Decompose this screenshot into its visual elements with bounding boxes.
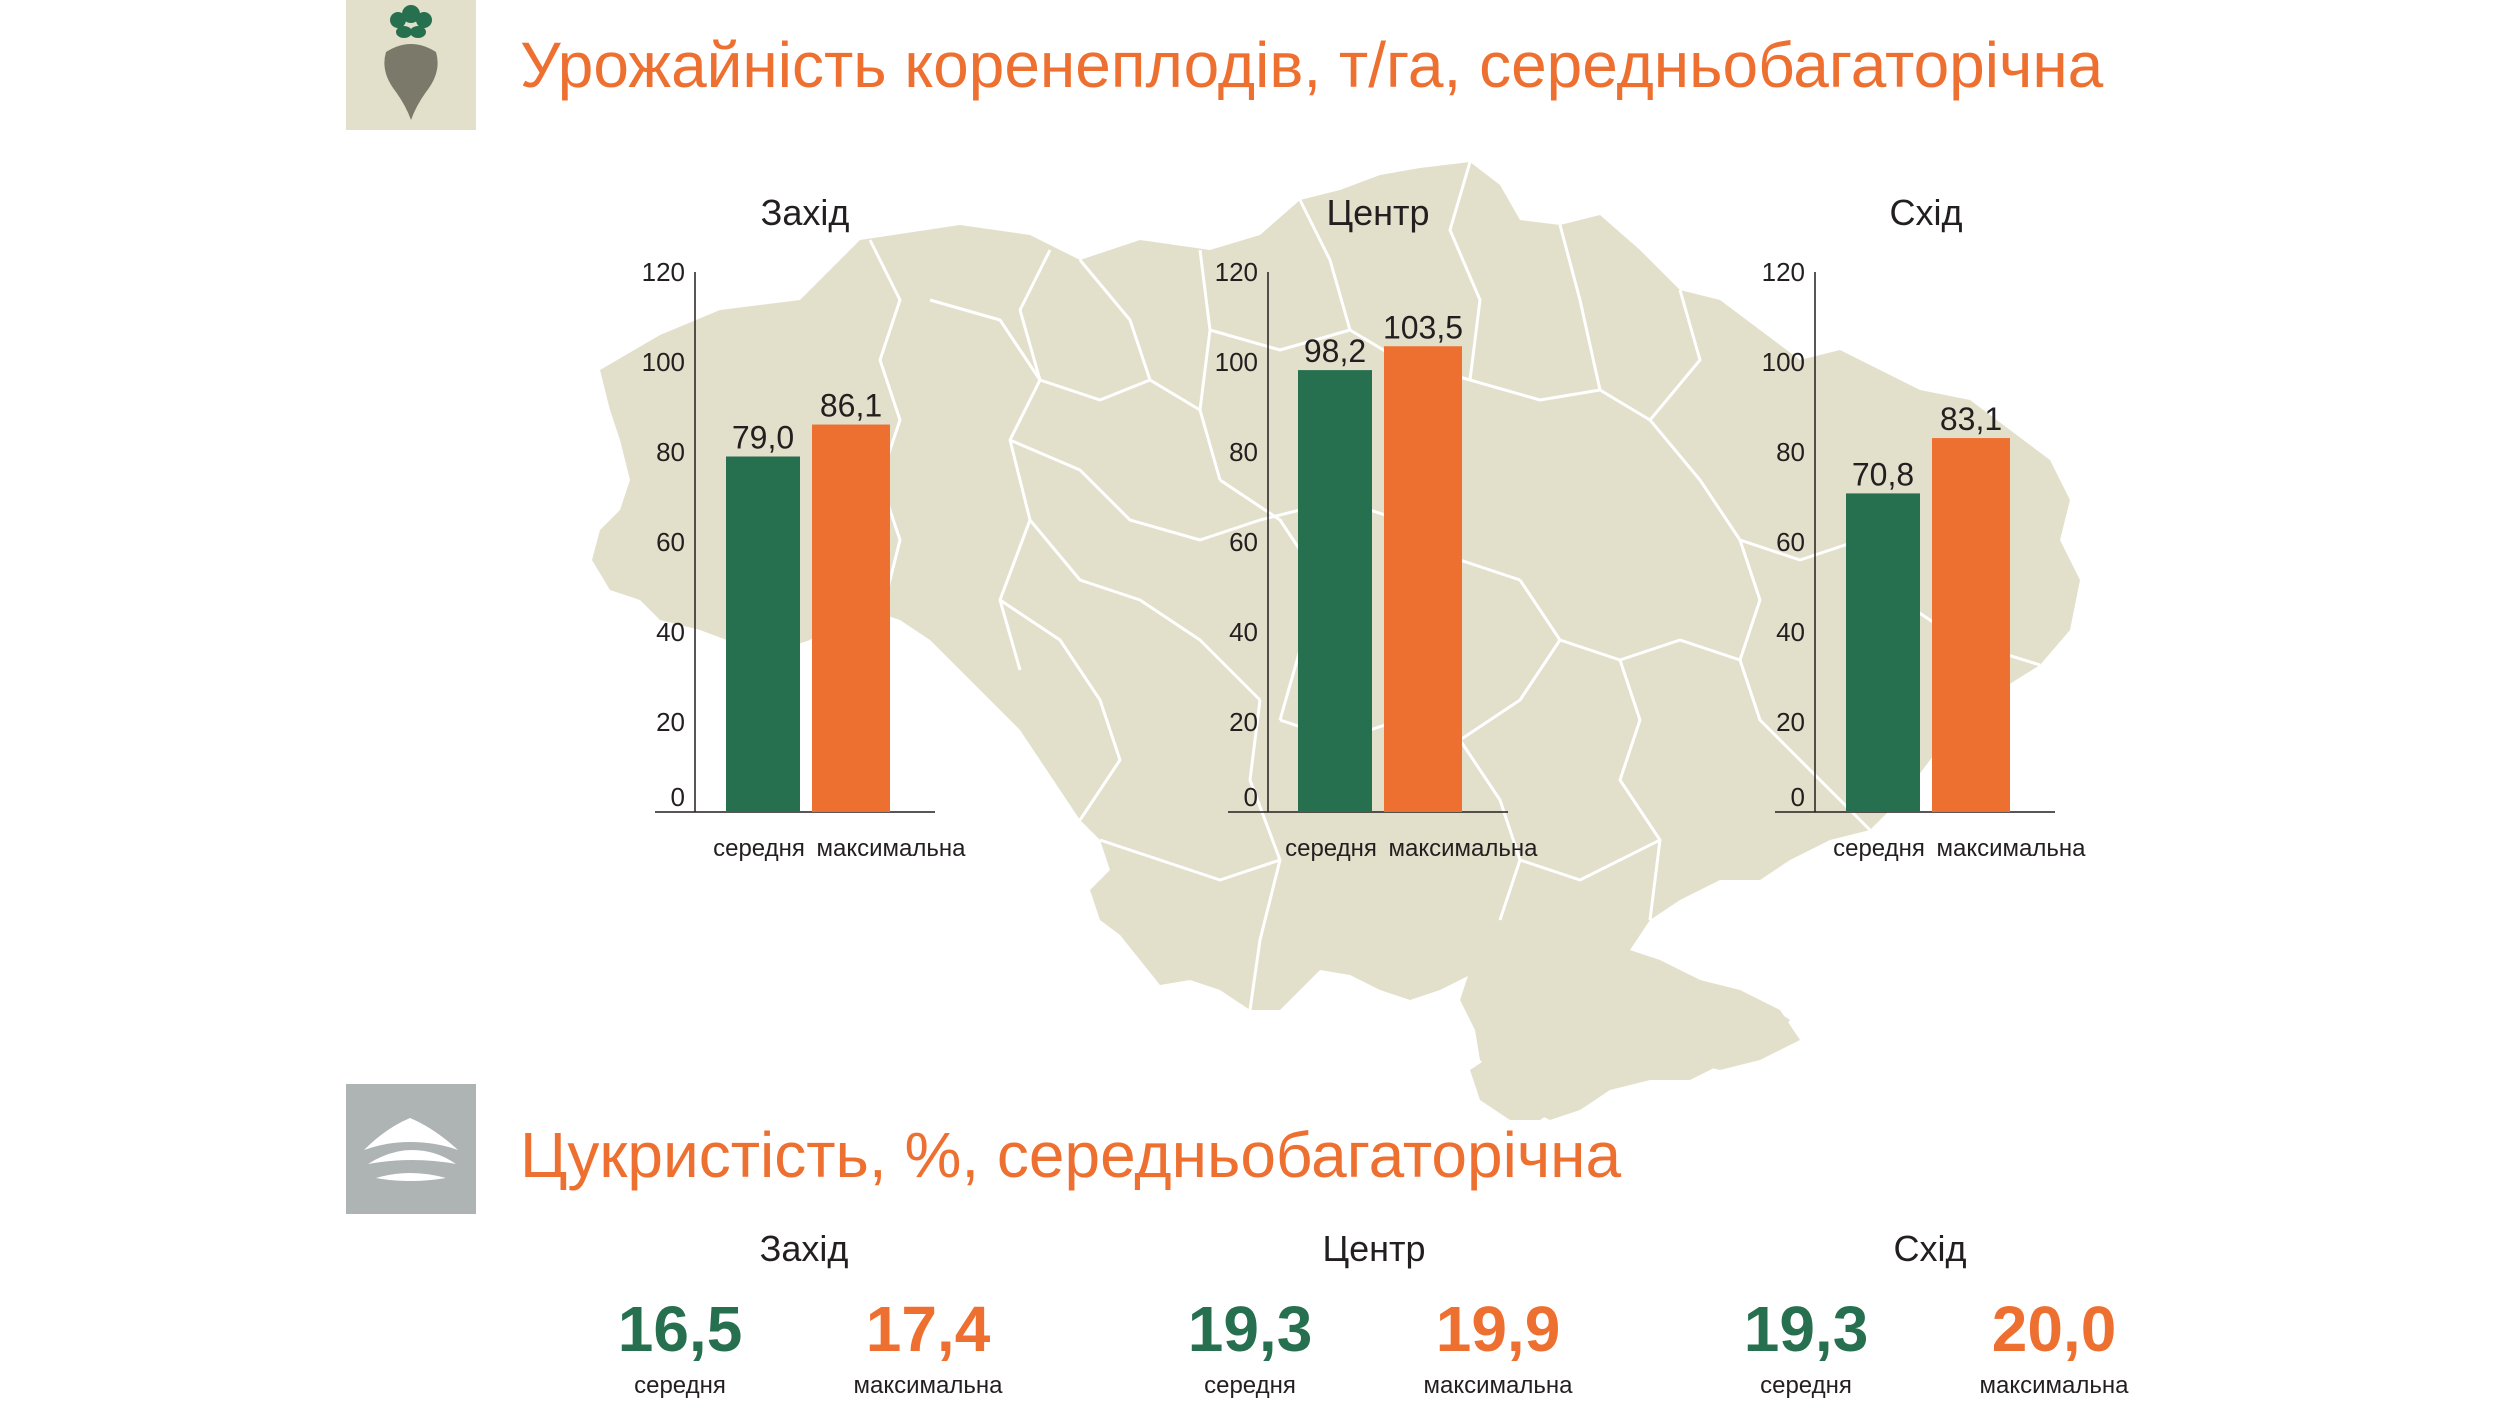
sugar-region-east-title: Схід: [1893, 1228, 1967, 1269]
bar-value-label: 103,5: [1383, 309, 1463, 345]
y-tick-label: 0: [1791, 782, 1805, 812]
bar-center-average: [1298, 370, 1372, 812]
sugar-west-avg-value: 16,5: [617, 1293, 743, 1365]
y-tick-label: 20: [656, 707, 685, 737]
y-tick-label: 40: [1229, 617, 1258, 647]
y-tick-label: 40: [656, 617, 685, 647]
sugar-section-title: Цукристість, %, середньобагаторічна: [520, 1119, 1622, 1191]
y-tick-label: 40: [1776, 617, 1805, 647]
y-tick-label: 100: [1762, 347, 1805, 377]
y-tick-label: 120: [642, 257, 685, 287]
bar-value-label: 83,1: [1940, 401, 2002, 437]
sugar-east-avg-label: середня: [1760, 1372, 1852, 1399]
y-tick-label: 80: [1229, 437, 1258, 467]
bar-west-average: [726, 456, 800, 812]
beet-icon: [384, 5, 438, 120]
bar-center-maximum: [1384, 346, 1462, 812]
sugar-west-max-label: максимальна: [853, 1372, 1003, 1399]
y-tick-label: 20: [1229, 707, 1258, 737]
sugar-east-max-label: максимальна: [1979, 1372, 2129, 1399]
sugar-west-max-value: 17,4: [865, 1293, 991, 1365]
chart-title-east: Схід: [1889, 192, 1962, 233]
chart-title-west: Захід: [761, 192, 850, 233]
sugar-region-west-title: Захід: [759, 1228, 849, 1269]
category-label: середня: [1285, 835, 1377, 862]
bar-east-maximum: [1932, 438, 2010, 812]
bar-value-label: 70,8: [1852, 456, 1914, 492]
sugar-east-avg-value: 19,3: [1743, 1293, 1869, 1365]
bar-value-label: 79,0: [732, 420, 794, 456]
y-tick-label: 120: [1762, 257, 1805, 287]
sugar-center-max-label: максимальна: [1423, 1372, 1573, 1399]
y-tick-label: 0: [671, 782, 685, 812]
y-tick-label: 60: [1776, 527, 1805, 557]
sugar-center-avg-label: середня: [1204, 1372, 1296, 1399]
category-label: максимальна: [1389, 835, 1539, 862]
sugar-center-avg-value: 19,3: [1187, 1293, 1313, 1365]
y-tick-label: 80: [1776, 437, 1805, 467]
y-tick-label: 60: [656, 527, 685, 557]
bar-west-maximum: [812, 424, 890, 812]
bar-value-label: 86,1: [820, 388, 882, 424]
bar-east-average: [1846, 493, 1920, 812]
category-label: середня: [1833, 835, 1925, 862]
y-tick-label: 120: [1215, 257, 1258, 287]
yield-section-title: Урожайність коренеплодів, т/га, середньо…: [520, 29, 2104, 101]
sugar-pile-icon: [364, 1118, 458, 1181]
category-label: максимальна: [1937, 835, 2087, 862]
y-tick-label: 20: [1776, 707, 1805, 737]
sugar-icon-box: [346, 1084, 476, 1214]
sugar-east-max-value: 20,0: [1991, 1293, 2117, 1365]
y-tick-label: 80: [656, 437, 685, 467]
sugar-center-max-value: 19,9: [1435, 1293, 1561, 1365]
bar-value-label: 98,2: [1304, 333, 1366, 369]
y-tick-label: 100: [642, 347, 685, 377]
sugar-region-center-title: Центр: [1322, 1228, 1426, 1269]
sugar-west-avg-label: середня: [634, 1372, 726, 1399]
beet-icon-box: [346, 0, 476, 130]
y-tick-label: 60: [1229, 527, 1258, 557]
category-label: максимальна: [817, 835, 967, 862]
y-tick-label: 100: [1215, 347, 1258, 377]
crimea-shape: [1460, 945, 1790, 1120]
category-label: середня: [713, 835, 805, 862]
chart-title-center: Центр: [1326, 192, 1429, 233]
y-tick-label: 0: [1244, 782, 1258, 812]
